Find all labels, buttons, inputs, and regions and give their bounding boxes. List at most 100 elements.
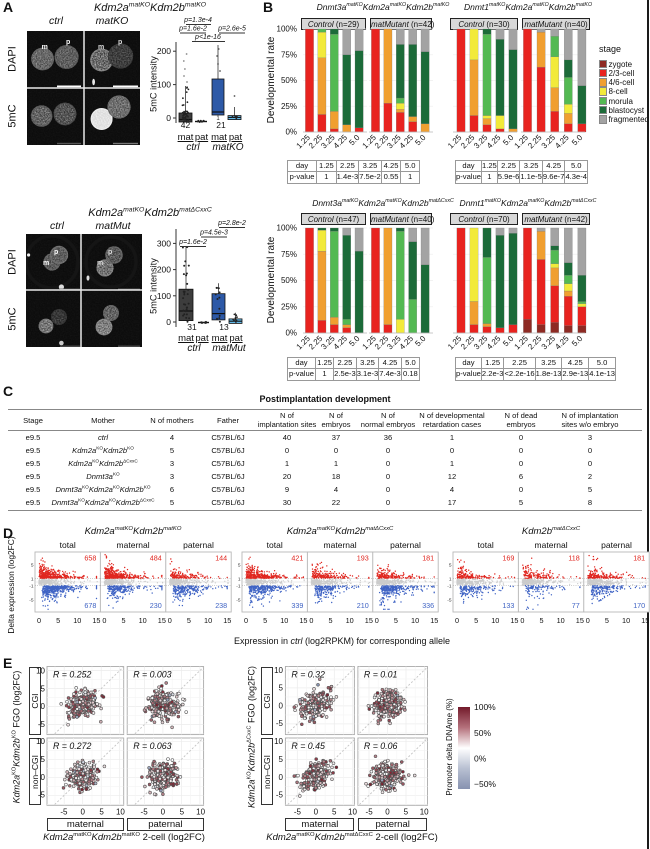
svg-text:0: 0 <box>314 808 319 817</box>
svg-text:31: 31 <box>187 322 197 332</box>
svg-text:0: 0 <box>41 702 46 711</box>
svg-text:5: 5 <box>279 755 284 764</box>
svg-text:15: 15 <box>430 616 438 625</box>
svg-text:5: 5 <box>41 684 46 693</box>
svg-text:15: 15 <box>576 616 584 625</box>
svg-text:p=1.3e-4: p=1.3e-4 <box>183 17 212 24</box>
svg-text:1: 1 <box>31 576 34 582</box>
svg-text:25%: 25% <box>281 102 297 111</box>
svg-text:0: 0 <box>80 808 85 817</box>
svg-text:0: 0 <box>37 616 41 625</box>
svg-text:118: 118 <box>568 554 579 563</box>
svg-text:5: 5 <box>605 616 609 625</box>
svg-text:300: 300 <box>157 238 171 248</box>
svg-text:169: 169 <box>502 554 514 563</box>
svg-text:0%: 0% <box>285 329 297 338</box>
svg-text:5: 5 <box>332 808 337 817</box>
svg-text:210: 210 <box>357 601 369 610</box>
svg-text:678: 678 <box>84 601 96 610</box>
svg-text:21: 21 <box>216 120 226 130</box>
svg-text:total: total <box>478 540 494 550</box>
svg-text:5: 5 <box>279 684 284 693</box>
svg-text:15: 15 <box>158 616 166 625</box>
svg-text:10: 10 <box>196 808 205 817</box>
svg-text:15: 15 <box>510 616 518 625</box>
svg-text:230: 230 <box>150 601 162 610</box>
svg-text:10: 10 <box>274 737 283 746</box>
svg-text:10: 10 <box>36 737 45 746</box>
svg-text:R = 0.063: R = 0.063 <box>133 741 171 751</box>
svg-text:paternal: paternal <box>183 540 214 550</box>
svg-text:0: 0 <box>455 616 459 625</box>
svg-text:100%: 100% <box>277 25 297 34</box>
svg-text:658: 658 <box>84 554 96 563</box>
svg-text:0: 0 <box>244 616 248 625</box>
svg-text:m: m <box>43 260 49 267</box>
svg-text:25%: 25% <box>281 302 297 311</box>
svg-text:p: p <box>108 249 112 256</box>
svg-text:200: 200 <box>157 46 171 56</box>
svg-text:5: 5 <box>41 755 46 764</box>
svg-text:42: 42 <box>181 120 191 130</box>
svg-text:15: 15 <box>641 616 649 625</box>
svg-text:100: 100 <box>157 291 171 301</box>
svg-text:100%: 100% <box>474 702 496 712</box>
svg-text:−50%: −50% <box>474 779 496 789</box>
svg-text:421: 421 <box>291 554 303 563</box>
svg-text:339: 339 <box>291 601 303 610</box>
svg-text:10: 10 <box>204 616 212 625</box>
svg-text:5: 5 <box>449 562 452 568</box>
svg-text:-1: -1 <box>236 583 241 589</box>
svg-text:p<1e-16: p<1e-16 <box>194 34 221 41</box>
svg-text:5: 5 <box>404 808 409 817</box>
svg-text:m: m <box>98 44 104 51</box>
svg-text:77: 77 <box>572 601 580 610</box>
svg-text:0: 0 <box>586 616 590 625</box>
svg-text:R = 0.45: R = 0.45 <box>291 741 325 751</box>
svg-text:10: 10 <box>280 616 288 625</box>
svg-text:p: p <box>54 249 58 256</box>
svg-text:5: 5 <box>187 616 191 625</box>
svg-text:50%: 50% <box>474 728 491 738</box>
svg-text:5: 5 <box>99 808 104 817</box>
svg-text:5: 5 <box>329 616 333 625</box>
svg-text:10: 10 <box>36 667 45 676</box>
svg-text:-5: -5 <box>276 791 284 800</box>
svg-text:10: 10 <box>411 616 419 625</box>
svg-text:15: 15 <box>92 616 100 625</box>
svg-text:5.0: 5.0 <box>413 334 428 349</box>
svg-text:100%: 100% <box>277 224 297 233</box>
svg-text:-5: -5 <box>29 597 34 603</box>
svg-text:p=2.6e-5: p=2.6e-5 <box>217 26 246 33</box>
svg-text:50%: 50% <box>281 276 297 285</box>
svg-text:5.0: 5.0 <box>413 133 428 148</box>
svg-text:-1: -1 <box>29 583 34 589</box>
svg-text:10: 10 <box>420 808 429 817</box>
svg-text:0: 0 <box>375 616 379 625</box>
svg-text:181: 181 <box>422 554 434 563</box>
svg-text:R = 0.272: R = 0.272 <box>53 741 91 751</box>
svg-text:0%: 0% <box>474 754 487 764</box>
svg-text:238: 238 <box>215 601 227 610</box>
svg-text:maternal: maternal <box>535 540 568 550</box>
svg-text:-5: -5 <box>38 791 46 800</box>
svg-text:10: 10 <box>139 616 147 625</box>
svg-text:-5: -5 <box>276 719 284 728</box>
svg-text:-5: -5 <box>141 808 149 817</box>
svg-text:0: 0 <box>279 773 284 782</box>
svg-text:5: 5 <box>474 616 478 625</box>
svg-text:5: 5 <box>56 616 60 625</box>
svg-text:p=4.5e-3: p=4.5e-3 <box>199 230 228 237</box>
svg-text:50%: 50% <box>281 76 297 85</box>
svg-text:4.25: 4.25 <box>553 133 571 151</box>
svg-text:15: 15 <box>299 616 307 625</box>
svg-text:5: 5 <box>31 562 34 568</box>
svg-text:0%: 0% <box>285 128 297 137</box>
svg-text:1: 1 <box>238 576 241 582</box>
svg-text:170: 170 <box>633 601 645 610</box>
svg-text:-1: -1 <box>447 583 452 589</box>
svg-text:total: total <box>267 540 283 550</box>
svg-text:0: 0 <box>385 808 390 817</box>
svg-text:5: 5 <box>394 616 398 625</box>
svg-text:0: 0 <box>166 113 171 123</box>
